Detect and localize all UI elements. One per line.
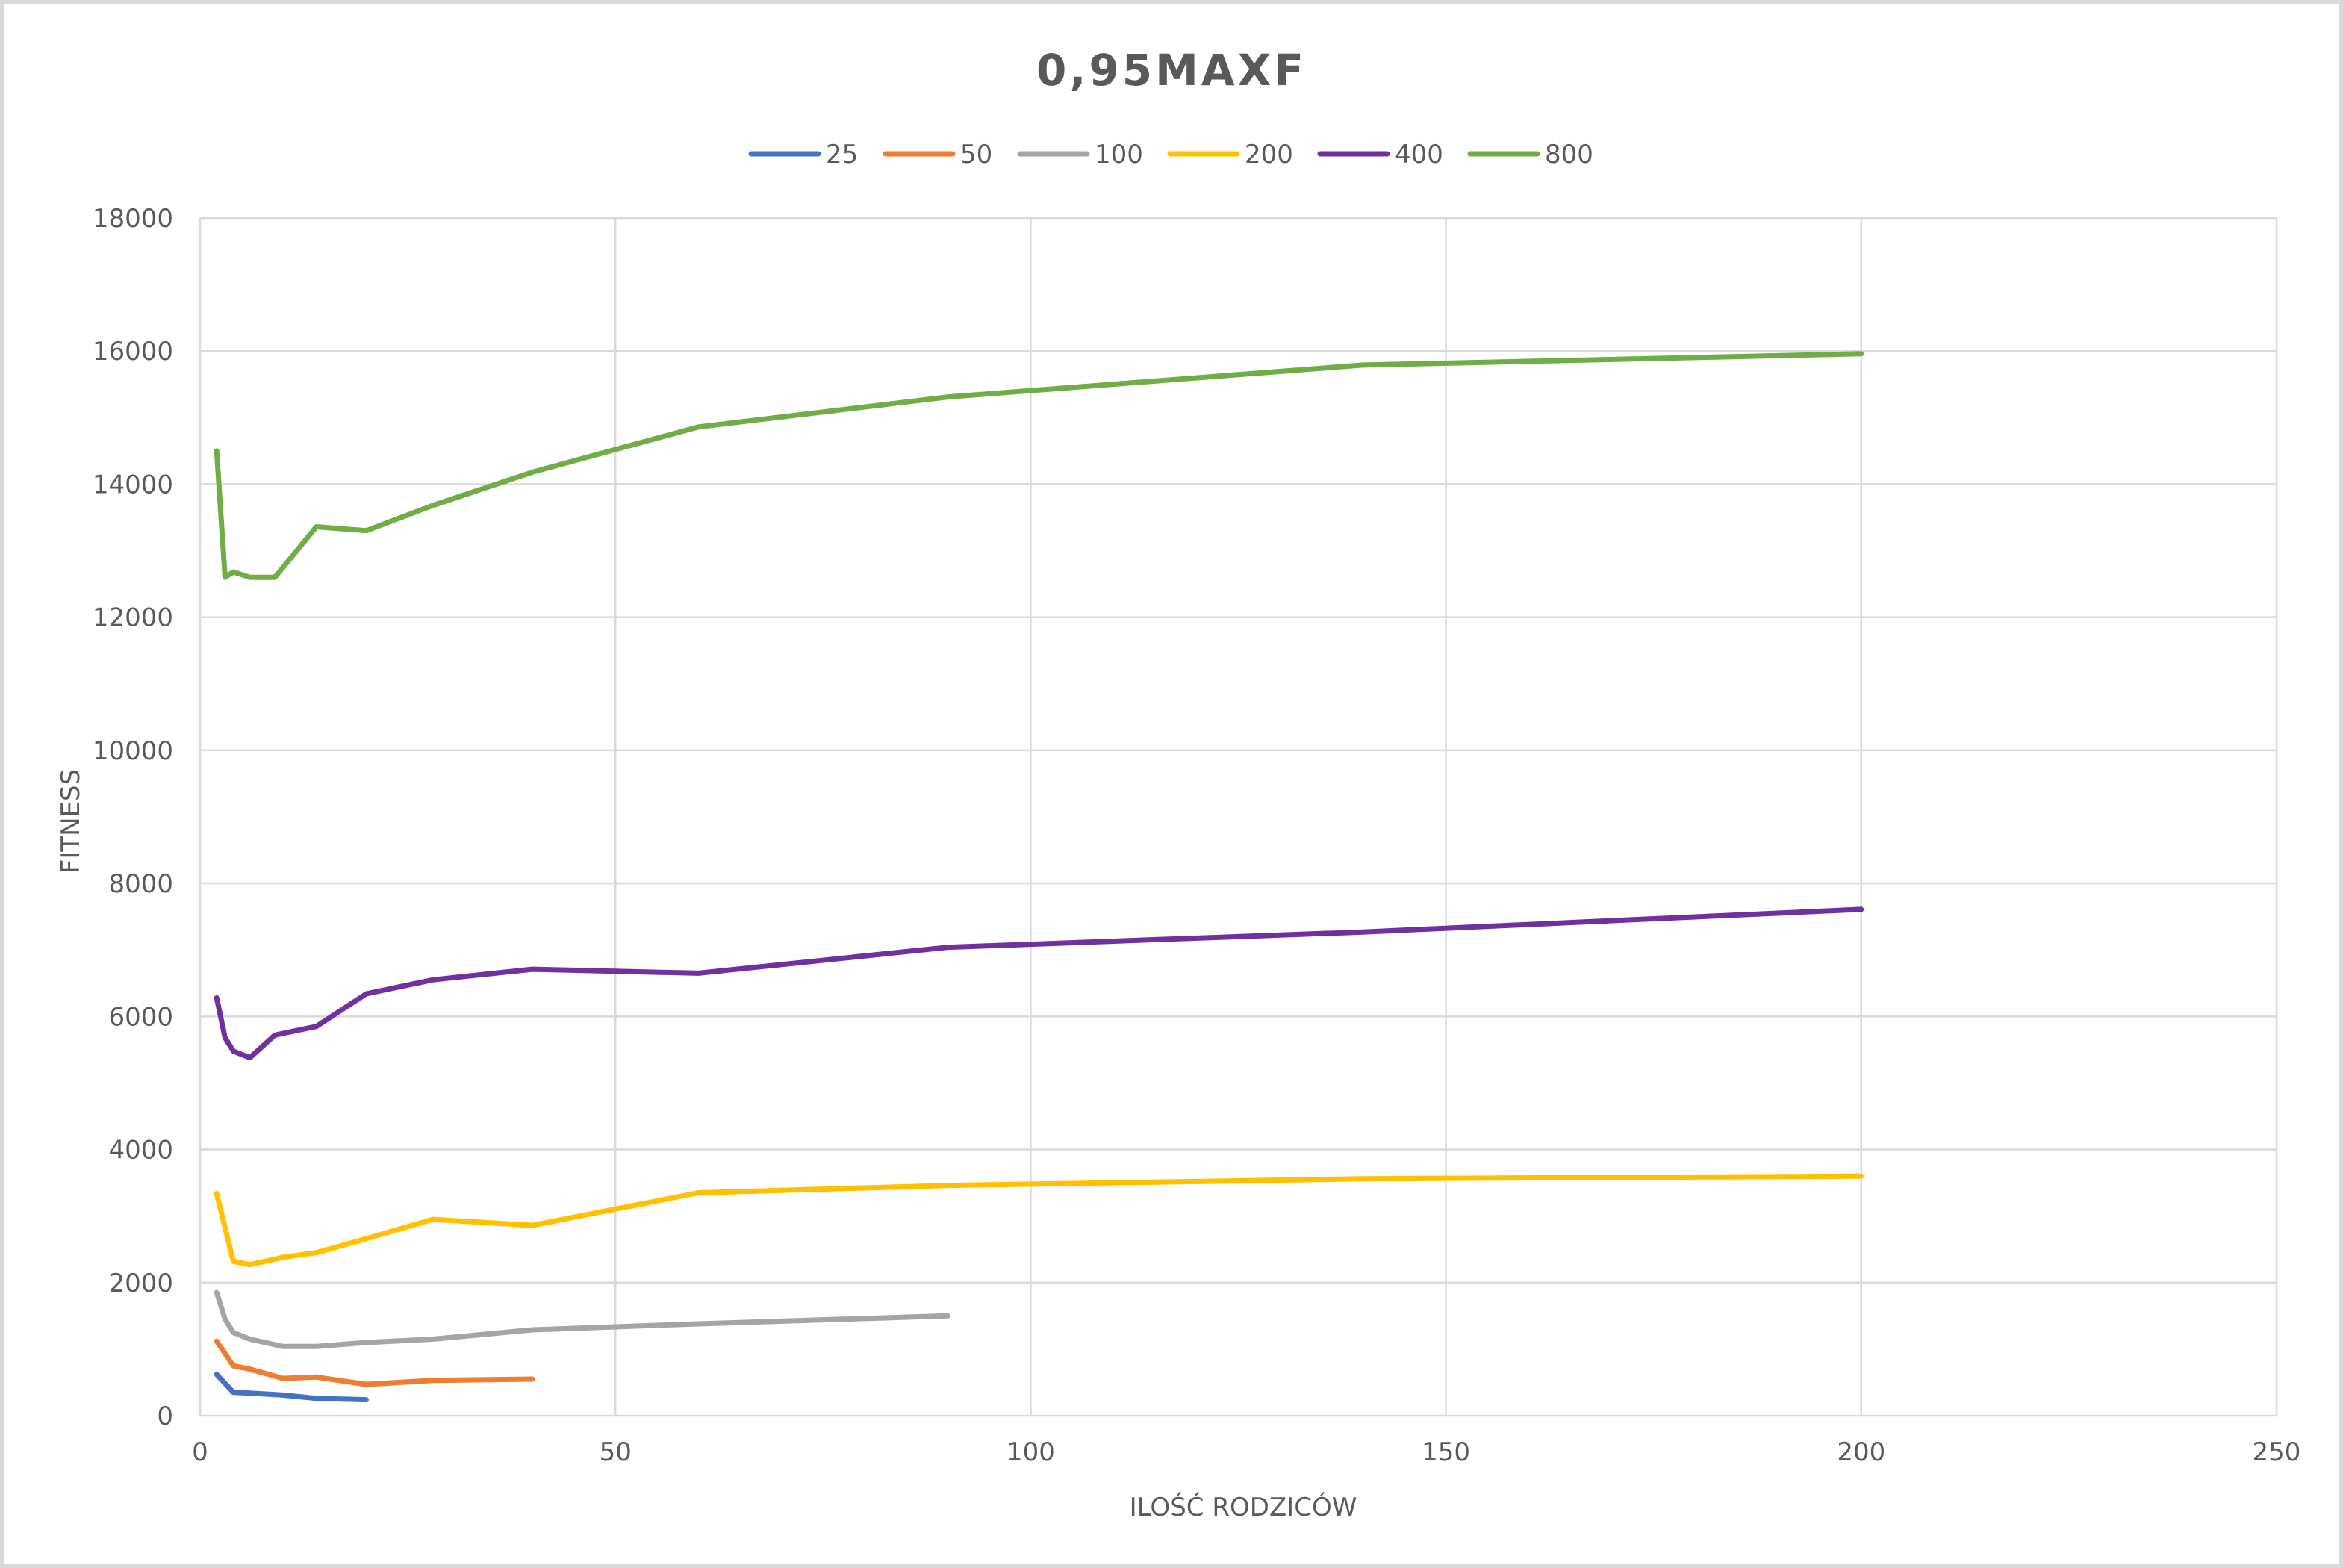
y-tick-label: 2000: [108, 1269, 173, 1298]
y-tick-label: 12000: [93, 603, 173, 633]
y-axis-ticks: 0 2000 4000 6000 8000 10000 12000 14000 16000 180…: [93, 204, 173, 1431]
x-tick-label: 50: [600, 1437, 632, 1467]
y-tick-label: 4000: [108, 1136, 173, 1166]
series-line-400: [214, 906, 1864, 1061]
x-axis-ticks: 0 50 100 150 200 250: [192, 1437, 2300, 1467]
gridlines: [199, 217, 2278, 1417]
x-tick-label: 0: [192, 1437, 208, 1467]
y-tick-label: 14000: [93, 470, 173, 500]
legend-label: 400: [1395, 140, 1443, 169]
series-line-200: [214, 1173, 1864, 1268]
legend-label: 200: [1245, 140, 1293, 169]
y-tick-label: 16000: [93, 337, 173, 367]
series-line-50: [214, 1338, 535, 1387]
legend-label: 100: [1095, 140, 1143, 169]
legend-label: 800: [1545, 140, 1593, 169]
legend-label: 50: [960, 140, 992, 169]
legend-item-50: 50: [883, 140, 992, 169]
series-line-800: [214, 351, 1864, 580]
y-tick-label: 8000: [108, 869, 173, 899]
y-tick-label: 6000: [108, 1002, 173, 1032]
y-tick-label: 0: [157, 1401, 173, 1431]
legend-item-800: 800: [1467, 140, 1593, 169]
legend-item-100: 100: [1017, 140, 1143, 169]
chart-svg: 0,95MAXF 25 50 100 200 400 800 0 50 100 150 200 25…: [56, 45, 2300, 1522]
x-tick-label: 150: [1422, 1437, 1470, 1467]
x-axis-label: ILOŚĆ RODZICÓW: [1130, 1492, 1357, 1522]
series-line-25: [214, 1372, 369, 1403]
y-tick-label: 18000: [93, 204, 173, 234]
x-tick-label: 200: [1837, 1437, 1885, 1467]
chart-title: 0,95MAXF: [1036, 45, 1307, 96]
x-tick-label: 250: [2253, 1437, 2301, 1467]
series-lines: [214, 351, 1864, 1403]
series-line-100: [214, 1289, 950, 1349]
legend-item-400: 400: [1317, 140, 1443, 169]
y-axis-label: FITNESS: [56, 769, 86, 874]
legend-item-200: 200: [1167, 140, 1293, 169]
legend: 25 50 100 200 400 800: [748, 140, 1593, 169]
y-tick-label: 10000: [93, 736, 173, 766]
legend-label: 25: [826, 140, 858, 169]
legend-item-25: 25: [748, 140, 858, 169]
x-tick-label: 100: [1006, 1437, 1055, 1467]
